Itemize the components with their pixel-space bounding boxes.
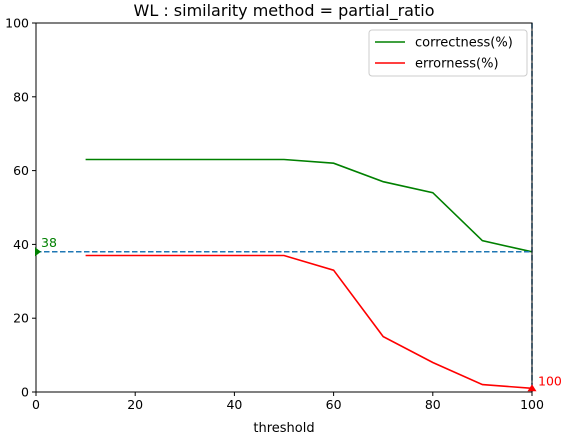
annotation-label-1: 100: [538, 373, 562, 388]
x-tick-label-1: 20: [127, 397, 143, 412]
x-tick-label-4: 80: [425, 397, 441, 412]
x-tick-label-3: 60: [326, 397, 342, 412]
legend-label-1: errorness(%): [415, 57, 499, 72]
x-axis-label: threshold: [253, 421, 314, 435]
chart-title: WL : similarity method = partial_ratio: [134, 1, 435, 21]
annotation-marker-0: [35, 247, 41, 257]
plot-area: 0 20 40 60 80 100 0 20 40 60 80 100 38 100 correctness…: [5, 16, 562, 413]
legend: correctness(%) errorness(%): [368, 29, 528, 77]
y-tick-label-3: 60: [13, 163, 29, 178]
y-tick-label-0: 0: [21, 385, 29, 400]
series-line-1: [85, 254, 533, 390]
y-tick-label-4: 80: [13, 89, 29, 104]
x-tick-label-2: 40: [226, 397, 242, 412]
y-tick-label-5: 100: [5, 16, 29, 31]
legend-label-0: correctness(%): [415, 36, 513, 51]
x-tick-label-5: 100: [520, 397, 544, 412]
x-tick-label-0: 0: [32, 397, 40, 412]
legend-box: [368, 29, 528, 77]
y-tick-label-1: 20: [13, 311, 29, 326]
annotation-label-0: 38: [41, 235, 57, 250]
y-tick-label-2: 40: [13, 237, 29, 252]
axes-frame: [35, 22, 533, 393]
series-line-0: [85, 158, 533, 253]
annotation-marker-1: [527, 384, 537, 392]
